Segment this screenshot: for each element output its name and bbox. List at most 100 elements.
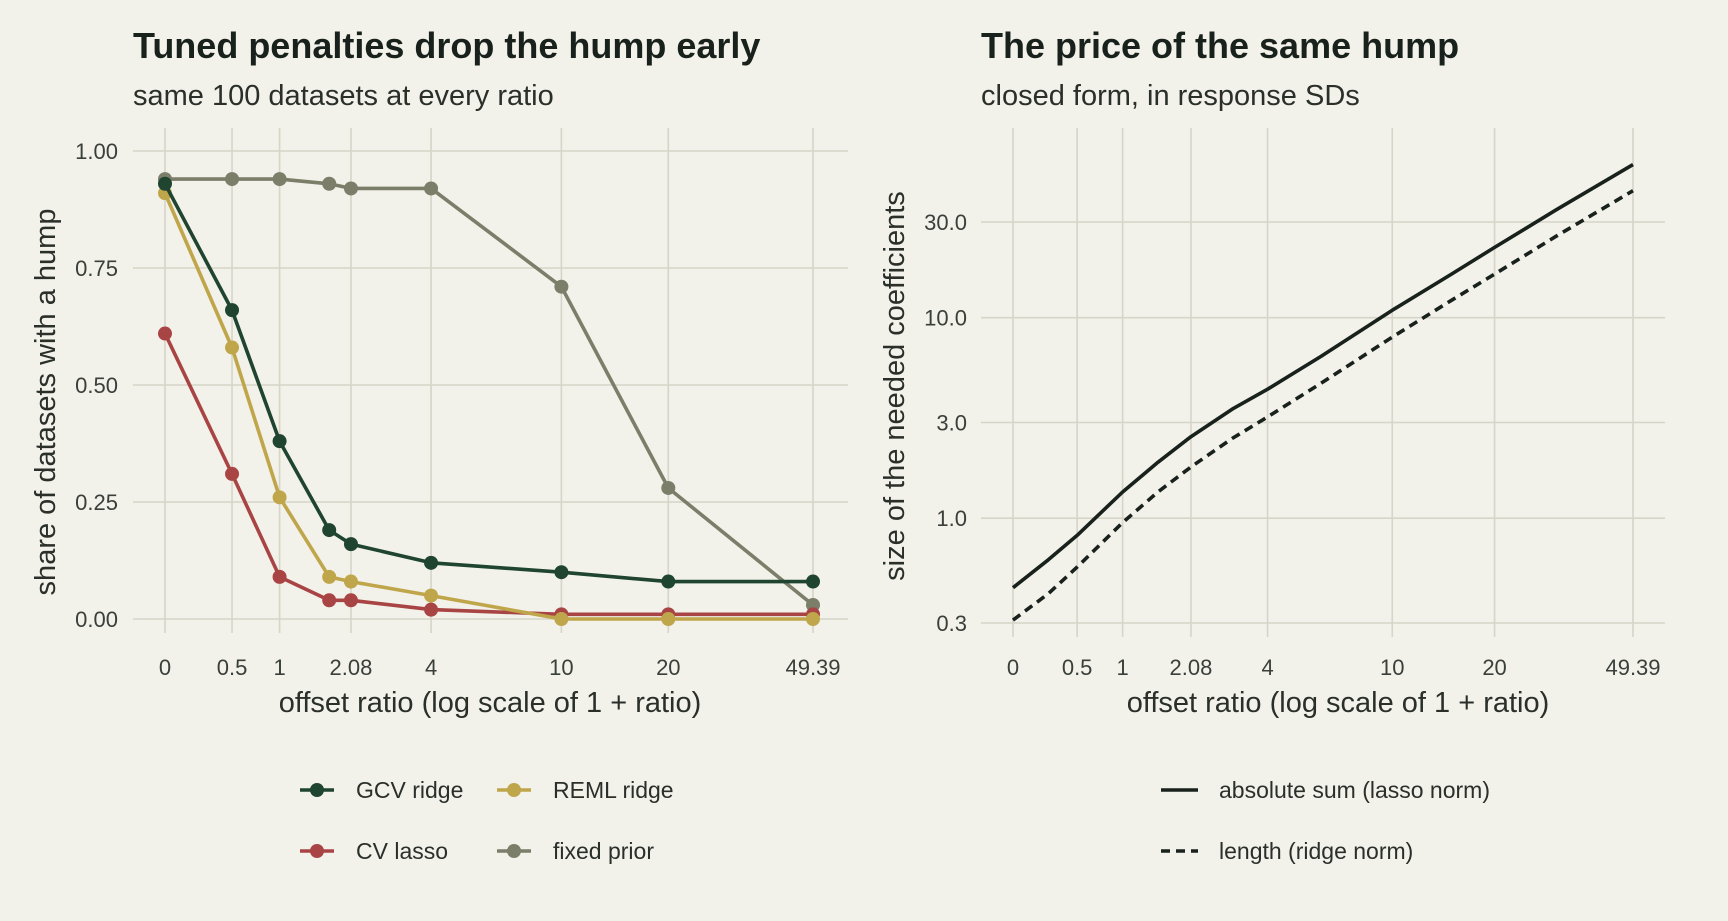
right-x-tick-label: 0.5 — [1062, 655, 1093, 680]
right-panel: 0 0.5 1 2.08 4 10 20 49.39 0.3 1.0 3.0 10.0 30.0 Th… — [879, 25, 1665, 864]
series-line — [163, 192, 813, 621]
data-point — [272, 490, 287, 505]
legend-item: REML ridge — [497, 777, 674, 803]
series-line — [163, 182, 813, 584]
right-x-tick-label: 0 — [1007, 655, 1019, 680]
left-y-tick-labels: 0.00 0.25 0.50 0.75 1.00 — [75, 139, 118, 632]
left-series-layer — [158, 172, 820, 626]
legend-label: fixed prior — [553, 838, 654, 864]
right-y-axis-label: size of the needed coefficients — [879, 191, 911, 581]
legend-key-point — [310, 844, 324, 858]
left-x-tick-label: 4 — [425, 655, 437, 680]
legend-label: CV lasso — [356, 838, 448, 864]
legend-label: GCV ridge — [356, 777, 463, 803]
left-y-tick-label: 1.00 — [75, 139, 118, 164]
data-point — [661, 574, 676, 589]
legend-item: CV lasso — [300, 838, 448, 864]
right-y-tick-label: 10.0 — [924, 306, 967, 331]
left-x-axis-label: offset ratio (log scale of 1 + ratio) — [279, 687, 702, 719]
data-point — [272, 172, 287, 187]
data-point — [806, 574, 820, 589]
data-point — [424, 181, 439, 196]
right-y-tick-label: 3.0 — [936, 411, 967, 436]
right-y-tick-label: 0.3 — [936, 611, 967, 636]
right-x-tick-label: 1 — [1117, 655, 1129, 680]
legend-item: length (ridge norm) — [1161, 838, 1413, 864]
right-series-layer — [1011, 163, 1634, 622]
left-x-tick-label: 0 — [159, 655, 171, 680]
data-point — [322, 523, 337, 538]
left-y-tick-label: 0.00 — [75, 607, 118, 632]
legend-label: length (ridge norm) — [1219, 838, 1413, 864]
left-x-tick-label: 10 — [549, 655, 573, 680]
right-x-tick-label: 20 — [1482, 655, 1506, 680]
data-point — [661, 612, 676, 626]
data-point — [661, 480, 676, 495]
data-point — [424, 555, 439, 570]
data-point — [272, 434, 287, 449]
data-point — [322, 176, 337, 191]
data-point — [322, 593, 337, 608]
legend-key-point — [507, 844, 521, 858]
legend-key-point — [310, 783, 324, 797]
left-y-tick-label: 0.50 — [75, 373, 118, 398]
left-y-tick-label: 0.75 — [75, 256, 118, 281]
data-point — [424, 602, 439, 617]
data-point — [343, 537, 358, 552]
data-point — [158, 176, 172, 191]
data-point — [225, 303, 240, 318]
right-y-tick-label: 1.0 — [936, 506, 967, 531]
right-x-tick-label: 2.08 — [1170, 655, 1213, 680]
data-point — [272, 569, 287, 584]
left-x-tick-label: 20 — [656, 655, 680, 680]
series-cv-lasso — [158, 326, 820, 622]
data-point — [424, 588, 439, 603]
left-x-tick-label: 0.5 — [217, 655, 248, 680]
left-x-tick-label: 49.39 — [785, 655, 840, 680]
right-x-tick-label: 4 — [1261, 655, 1273, 680]
series-length-line — [1011, 189, 1634, 622]
data-point — [806, 612, 820, 626]
left-gridlines — [133, 128, 848, 633]
right-x-axis-label: offset ratio (log scale of 1 + ratio) — [1127, 687, 1550, 719]
data-point — [343, 593, 358, 608]
right-x-tick-label: 10 — [1380, 655, 1404, 680]
right-x-tick-labels: 0 0.5 1 2.08 4 10 20 49.39 — [1007, 655, 1661, 680]
right-chart-title: The price of the same hump — [981, 25, 1459, 66]
left-panel: 0 0.5 1 2.08 4 10 20 49.39 0.00 0.25 0.50 0.75 1.00… — [30, 25, 848, 864]
legend-label: REML ridge — [553, 777, 674, 803]
series-absolute-sum-line — [1011, 163, 1634, 590]
left-chart-subtitle: same 100 datasets at every ratio — [133, 80, 554, 112]
right-gridlines — [981, 128, 1665, 637]
right-x-tick-label: 49.39 — [1605, 655, 1660, 680]
series-fixed-prior — [158, 172, 820, 612]
data-point — [343, 574, 358, 589]
right-legend: absolute sum (lasso norm) length (ridge n… — [1161, 777, 1490, 864]
right-y-tick-labels: 0.3 1.0 3.0 10.0 30.0 — [924, 210, 967, 636]
data-point — [554, 279, 569, 294]
legend-label: absolute sum (lasso norm) — [1219, 777, 1490, 803]
series-line — [163, 332, 813, 617]
left-x-tick-label: 2.08 — [330, 655, 373, 680]
left-y-tick-label: 0.25 — [75, 490, 118, 515]
legend-item: fixed prior — [497, 838, 654, 864]
data-point — [225, 340, 240, 355]
left-x-tick-labels: 0 0.5 1 2.08 4 10 20 49.39 — [159, 655, 841, 680]
right-y-tick-label: 30.0 — [924, 210, 967, 235]
series-gcv-ridge — [158, 176, 820, 589]
right-chart-subtitle: closed form, in response SDs — [981, 80, 1360, 112]
left-legend: GCV ridge REML ridge CV lasso fixed prior — [300, 777, 674, 864]
data-point — [322, 569, 337, 584]
legend-key-point — [507, 783, 521, 797]
data-point — [225, 466, 240, 481]
legend-item: GCV ridge — [300, 777, 463, 803]
left-chart-title: Tuned penalties drop the hump early — [133, 25, 760, 66]
legend-item: absolute sum (lasso norm) — [1161, 777, 1490, 803]
series-reml-ridge — [158, 186, 820, 626]
data-point — [554, 565, 569, 580]
data-point — [225, 172, 240, 187]
left-x-tick-label: 1 — [273, 655, 285, 680]
data-point — [343, 181, 358, 196]
